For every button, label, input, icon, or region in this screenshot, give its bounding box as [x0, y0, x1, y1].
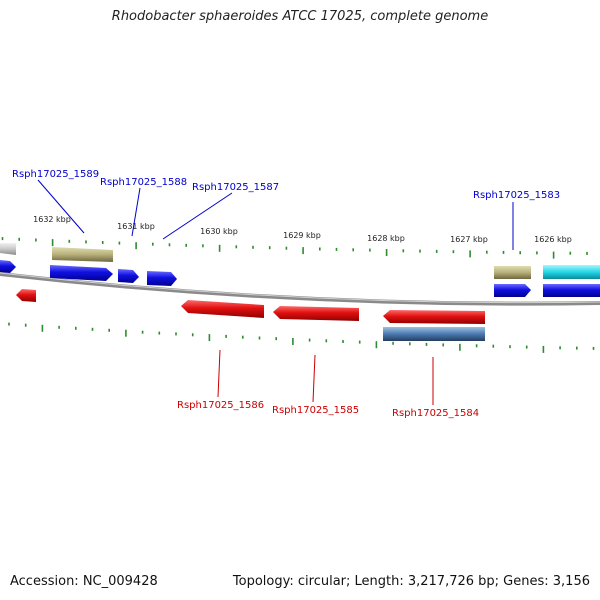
kbp-label-1627: 1627 kbp	[450, 235, 488, 244]
red-gene-rsph17025-1585[interactable]	[273, 306, 359, 321]
gene-label-rsph17025-1586[interactable]: Rsph17025_1586	[177, 400, 264, 411]
leader-line-rsph17025-1585	[312, 354, 316, 403]
blue-gene-rsph17025-1587[interactable]	[147, 271, 177, 286]
red-gene-rsph17025-1584[interactable]	[383, 310, 485, 324]
kbp-label-1626: 1626 kbp	[534, 235, 572, 244]
gene-label-rsph17025-1584[interactable]: Rsph17025_1584	[392, 408, 479, 419]
gene-label-rsph17025-1587[interactable]: Rsph17025_1587	[192, 182, 279, 193]
khaki-feature-rsph17025-1583[interactable]	[494, 266, 531, 279]
genome-backbone-highlight	[0, 272, 600, 304]
cyan-feature[interactable]	[543, 265, 600, 279]
accession-label: Accession: NC_009428	[10, 574, 158, 589]
blue-gene-fragment-left[interactable]	[0, 260, 16, 273]
gene-label-rsph17025-1589[interactable]: Rsph17025_1589	[12, 169, 99, 180]
khaki-feature-rsph17025-1589[interactable]	[52, 247, 113, 262]
grey-feature-fragment[interactable]	[0, 243, 16, 255]
steelblue-feature[interactable]	[383, 327, 485, 341]
inner-tick-row	[8, 322, 595, 353]
genome-info-label: Topology: circular; Length: 3,217,726 bp…	[232, 574, 590, 589]
blue-gene-right[interactable]	[543, 284, 600, 297]
kbp-label-1630: 1630 kbp	[200, 227, 238, 236]
leader-line-rsph17025-1586	[217, 349, 221, 398]
leader-line-rsph17025-1588	[131, 187, 141, 237]
gene-label-rsph17025-1585[interactable]: Rsph17025_1585	[272, 405, 359, 416]
outer-tick-row	[1, 237, 588, 259]
leader-line-rsph17025-1587	[162, 192, 233, 240]
red-gene-rsph17025-1586[interactable]	[181, 300, 264, 318]
blue-gene-rsph17025-1588[interactable]	[118, 269, 139, 283]
kbp-label-1628: 1628 kbp	[367, 234, 405, 243]
gene-label-rsph17025-1588[interactable]: Rsph17025_1588	[100, 177, 187, 188]
red-gene-small-left[interactable]	[16, 289, 36, 302]
kbp-label-1631: 1631 kbp	[117, 222, 155, 231]
genome-title: Rhodobacter sphaeroides ATCC 17025, comp…	[111, 9, 489, 24]
kbp-label-1629: 1629 kbp	[283, 231, 321, 240]
leader-line-rsph17025-1589	[37, 179, 85, 234]
genome-backbone	[0, 272, 600, 306]
kbp-label-1632: 1632 kbp	[33, 215, 71, 224]
blue-gene-rsph17025-1583[interactable]	[494, 284, 531, 297]
blue-gene-rsph17025-1589[interactable]	[50, 265, 113, 281]
gene-label-rsph17025-1583[interactable]: Rsph17025_1583	[473, 190, 560, 201]
